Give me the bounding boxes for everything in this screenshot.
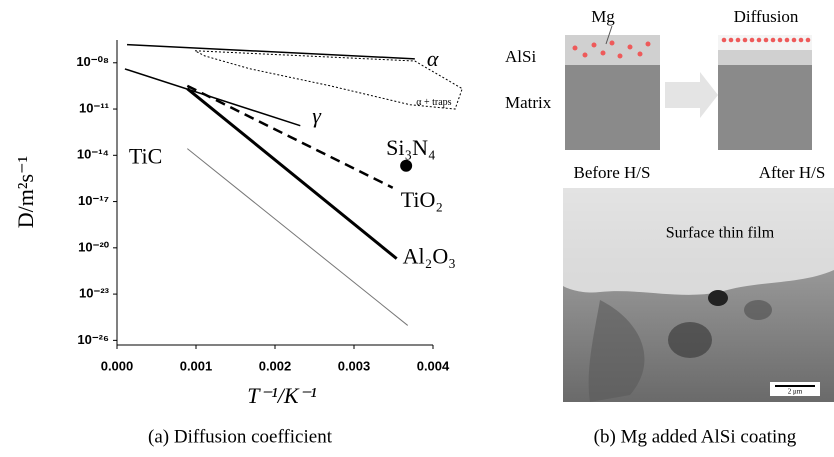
- series-label: α + traps: [416, 97, 451, 108]
- diffused-layer: [718, 35, 812, 50]
- y-tick-label: 10⁻⁰⁸: [76, 54, 109, 69]
- series-label: TiC: [129, 144, 162, 169]
- y-tick-label: 10⁻²⁰: [78, 239, 110, 254]
- x-axis-label: T⁻¹/K⁻¹: [247, 383, 316, 408]
- x-tick-label: 0.001: [180, 358, 213, 373]
- schematic: [565, 26, 812, 150]
- label-alsi: AlSi: [505, 47, 536, 66]
- caption-b: (b) Mg added AlSi coating: [594, 426, 797, 447]
- series-label: TiO₂: [401, 187, 443, 212]
- scale-bar-label: 2 μm: [788, 388, 803, 396]
- x-tick-label: 0.000: [101, 358, 134, 373]
- y-tick-label: 10⁻²⁶: [77, 332, 109, 347]
- label-after: After H/S: [759, 163, 826, 182]
- matrix-block: [565, 65, 660, 150]
- caption-a: (a) Diffusion coefficient: [148, 426, 333, 447]
- series-label: γ: [312, 103, 322, 128]
- arrow: [665, 72, 718, 118]
- series-line: [187, 149, 407, 326]
- label-mg: Mg: [591, 7, 615, 26]
- sem-image: [563, 188, 834, 402]
- series-label: α: [427, 46, 439, 71]
- series-label: Al₂O₃: [403, 244, 456, 269]
- label-diffusion: Diffusion: [734, 7, 799, 26]
- data-point: [400, 160, 412, 172]
- label-before: Before H/S: [574, 163, 651, 182]
- series-label: Si₃N₄: [386, 135, 436, 160]
- y-axis-label: D/m²s⁻¹: [13, 156, 38, 228]
- matrix-block: [718, 65, 812, 150]
- alsi-layer: [718, 50, 812, 65]
- figure: (a) Diffusion coefficient T⁻¹/K⁻¹ D/m²s⁻…: [0, 0, 834, 457]
- y-tick-label: 10⁻¹⁷: [78, 193, 109, 208]
- y-tick-label: 10⁻²³: [79, 286, 110, 301]
- x-tick-label: 0.003: [338, 358, 371, 373]
- alsi-layer: [565, 35, 660, 65]
- label-film: Surface thin film: [666, 225, 775, 242]
- x-tick-label: 0.004: [417, 358, 450, 373]
- series-line: [125, 69, 300, 126]
- x-tick-label: 0.002: [259, 358, 292, 373]
- label-matrix: Matrix: [505, 93, 552, 112]
- y-tick-label: 10⁻¹¹: [79, 100, 109, 115]
- y-tick-label: 10⁻¹⁴: [77, 147, 109, 162]
- series-line: [127, 45, 415, 59]
